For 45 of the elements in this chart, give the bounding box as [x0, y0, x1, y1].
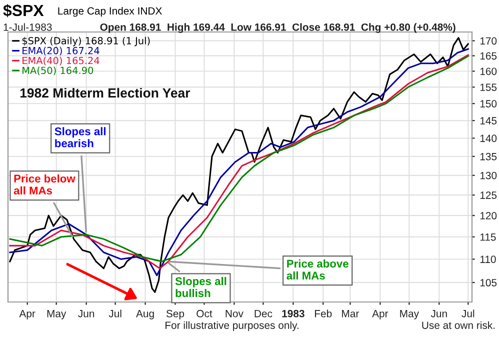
- y-tick-label: 165: [480, 52, 497, 60]
- x-tick-label: Nov: [226, 310, 244, 318]
- y-tick-label: 150: [480, 100, 497, 108]
- text: 1-Jul-1983: [4, 23, 52, 31]
- y-tick-label: 145: [480, 117, 497, 124]
- x-tick-label: May: [47, 310, 66, 320]
- annotation: Slopes all bearish: [54, 127, 106, 148]
- y-tick-label: 115: [480, 233, 496, 241]
- y-tick-label: 125: [480, 192, 497, 199]
- annotation: Price above all MAs: [286, 259, 348, 280]
- y-tick-label: 160: [480, 68, 497, 76]
- x-tick-label: Jun: [430, 310, 447, 318]
- y-tick-label: 135: [480, 152, 497, 160]
- x-tick-label: 1983: [282, 310, 304, 318]
- x-tick-label: Feb: [315, 310, 332, 318]
- y-tick-label: 120: [480, 212, 497, 220]
- annotation: Open 168.91 High 169.44 Low 166.91 Close 168.91 Chg +0.80 (+0.48%): [100, 23, 456, 33]
- x-tick-label: May: [400, 310, 419, 320]
- y-tick-label: 170: [480, 37, 497, 45]
- x-tick-label: Jun: [78, 310, 94, 318]
- text: Use at own risk.: [422, 321, 495, 329]
- x-tick-label: Oct: [196, 310, 212, 318]
- annotation: Slopes all bullish: [175, 276, 226, 298]
- legend-label: $SPX (Daily) 168.91 (1 Jul): [22, 36, 150, 46]
- legend-label: MA(50) 164.90: [22, 66, 94, 76]
- x-tick-label: Apr: [372, 310, 388, 320]
- y-tick-label: 110: [480, 256, 496, 264]
- x-tick-label: Mar: [342, 310, 359, 318]
- y-tick-label: 140: [480, 134, 497, 142]
- text: For illustrative purposes only.: [166, 321, 298, 332]
- x-tick-label: Jul: [462, 310, 474, 318]
- x-tick-label: Sep: [166, 310, 184, 320]
- x-tick-label: Jul: [108, 310, 122, 318]
- y-tick-label: 105: [480, 279, 497, 286]
- x-tick-label: Apr: [19, 310, 36, 320]
- x-tick-label: Aug: [136, 310, 154, 320]
- y-tick-label: 155: [480, 84, 497, 91]
- annotation: Price below all MAs: [14, 174, 76, 195]
- annotation: 1982 Midterm Election Year: [20, 88, 190, 98]
- legend-label: EMA(20) 167.24: [22, 46, 100, 56]
- x-tick-label: Dec: [254, 310, 272, 318]
- chart-title: $SPX: [3, 4, 44, 18]
- y-tick-label: 130: [480, 172, 497, 180]
- chart-subtitle: Large Cap Index INDX: [58, 6, 162, 17]
- legend-label: EMA(40) 165.24: [22, 56, 100, 66]
